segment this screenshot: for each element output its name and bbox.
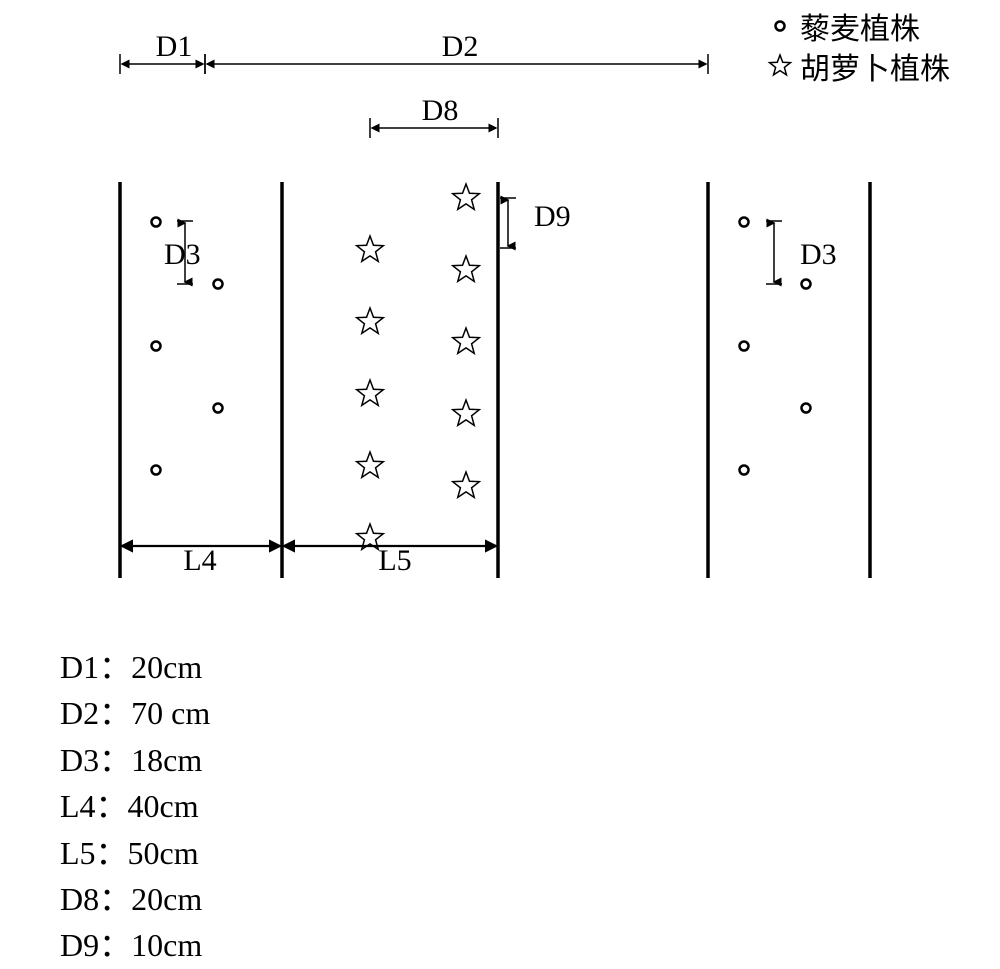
- dim-label-D3: D3: [164, 238, 201, 271]
- measurement-row: D9：10cm: [60, 922, 210, 968]
- carrot-star: [357, 452, 384, 477]
- measurements-list: D1：20cmD2：70 cmD3：18cmL4：40cmL5：50cmD8：2…: [60, 644, 210, 969]
- carrot-star: [453, 400, 480, 425]
- quinoa-dot: [740, 342, 749, 351]
- carrot-star-icon: [760, 51, 800, 81]
- legend-label: 胡萝卜植株: [800, 44, 950, 88]
- dim-label-D3: D3: [800, 238, 837, 271]
- quinoa-dot: [152, 342, 161, 351]
- carrot-star: [453, 256, 480, 281]
- quinoa-dot: [214, 280, 223, 289]
- measurement-row: D2：70 cm: [60, 690, 210, 736]
- dim-label-D2: D2: [442, 30, 479, 63]
- carrot-star: [357, 380, 384, 405]
- planting-diagram: D1 D2 D8 L4 L5 D3 D3 D9: [0, 0, 1000, 640]
- dim-label-L5: L5: [378, 544, 411, 577]
- legend: 藜麦植株胡萝卜植株: [760, 6, 950, 86]
- carrot-star: [357, 308, 384, 333]
- legend-row: 胡萝卜植株: [760, 46, 950, 86]
- quinoa-dot: [740, 466, 749, 475]
- measurement-row: L4：40cm: [60, 783, 210, 829]
- quinoa-dot: [214, 404, 223, 413]
- quinoa-dot: [152, 466, 161, 475]
- carrot-star: [453, 328, 480, 353]
- quinoa-dot: [802, 404, 811, 413]
- measurement-row: D1：20cm: [60, 644, 210, 690]
- dim-label-D1: D1: [156, 30, 193, 63]
- carrot-star: [453, 472, 480, 497]
- quinoa-dot: [802, 280, 811, 289]
- dim-label-D8: D8: [422, 94, 459, 127]
- quinoa-dot-icon: [760, 11, 800, 41]
- measurement-row: D3：18cm: [60, 737, 210, 783]
- carrot-star: [453, 184, 480, 209]
- carrot-star: [357, 236, 384, 261]
- quinoa-dot: [740, 218, 749, 227]
- measurement-row: D8：20cm: [60, 876, 210, 922]
- measurement-row: L5：50cm: [60, 830, 210, 876]
- legend-row: 藜麦植株: [760, 6, 950, 46]
- legend-label: 藜麦植株: [800, 4, 920, 48]
- quinoa-dot: [152, 218, 161, 227]
- dim-label-D9: D9: [534, 200, 571, 233]
- dim-label-L4: L4: [183, 544, 216, 577]
